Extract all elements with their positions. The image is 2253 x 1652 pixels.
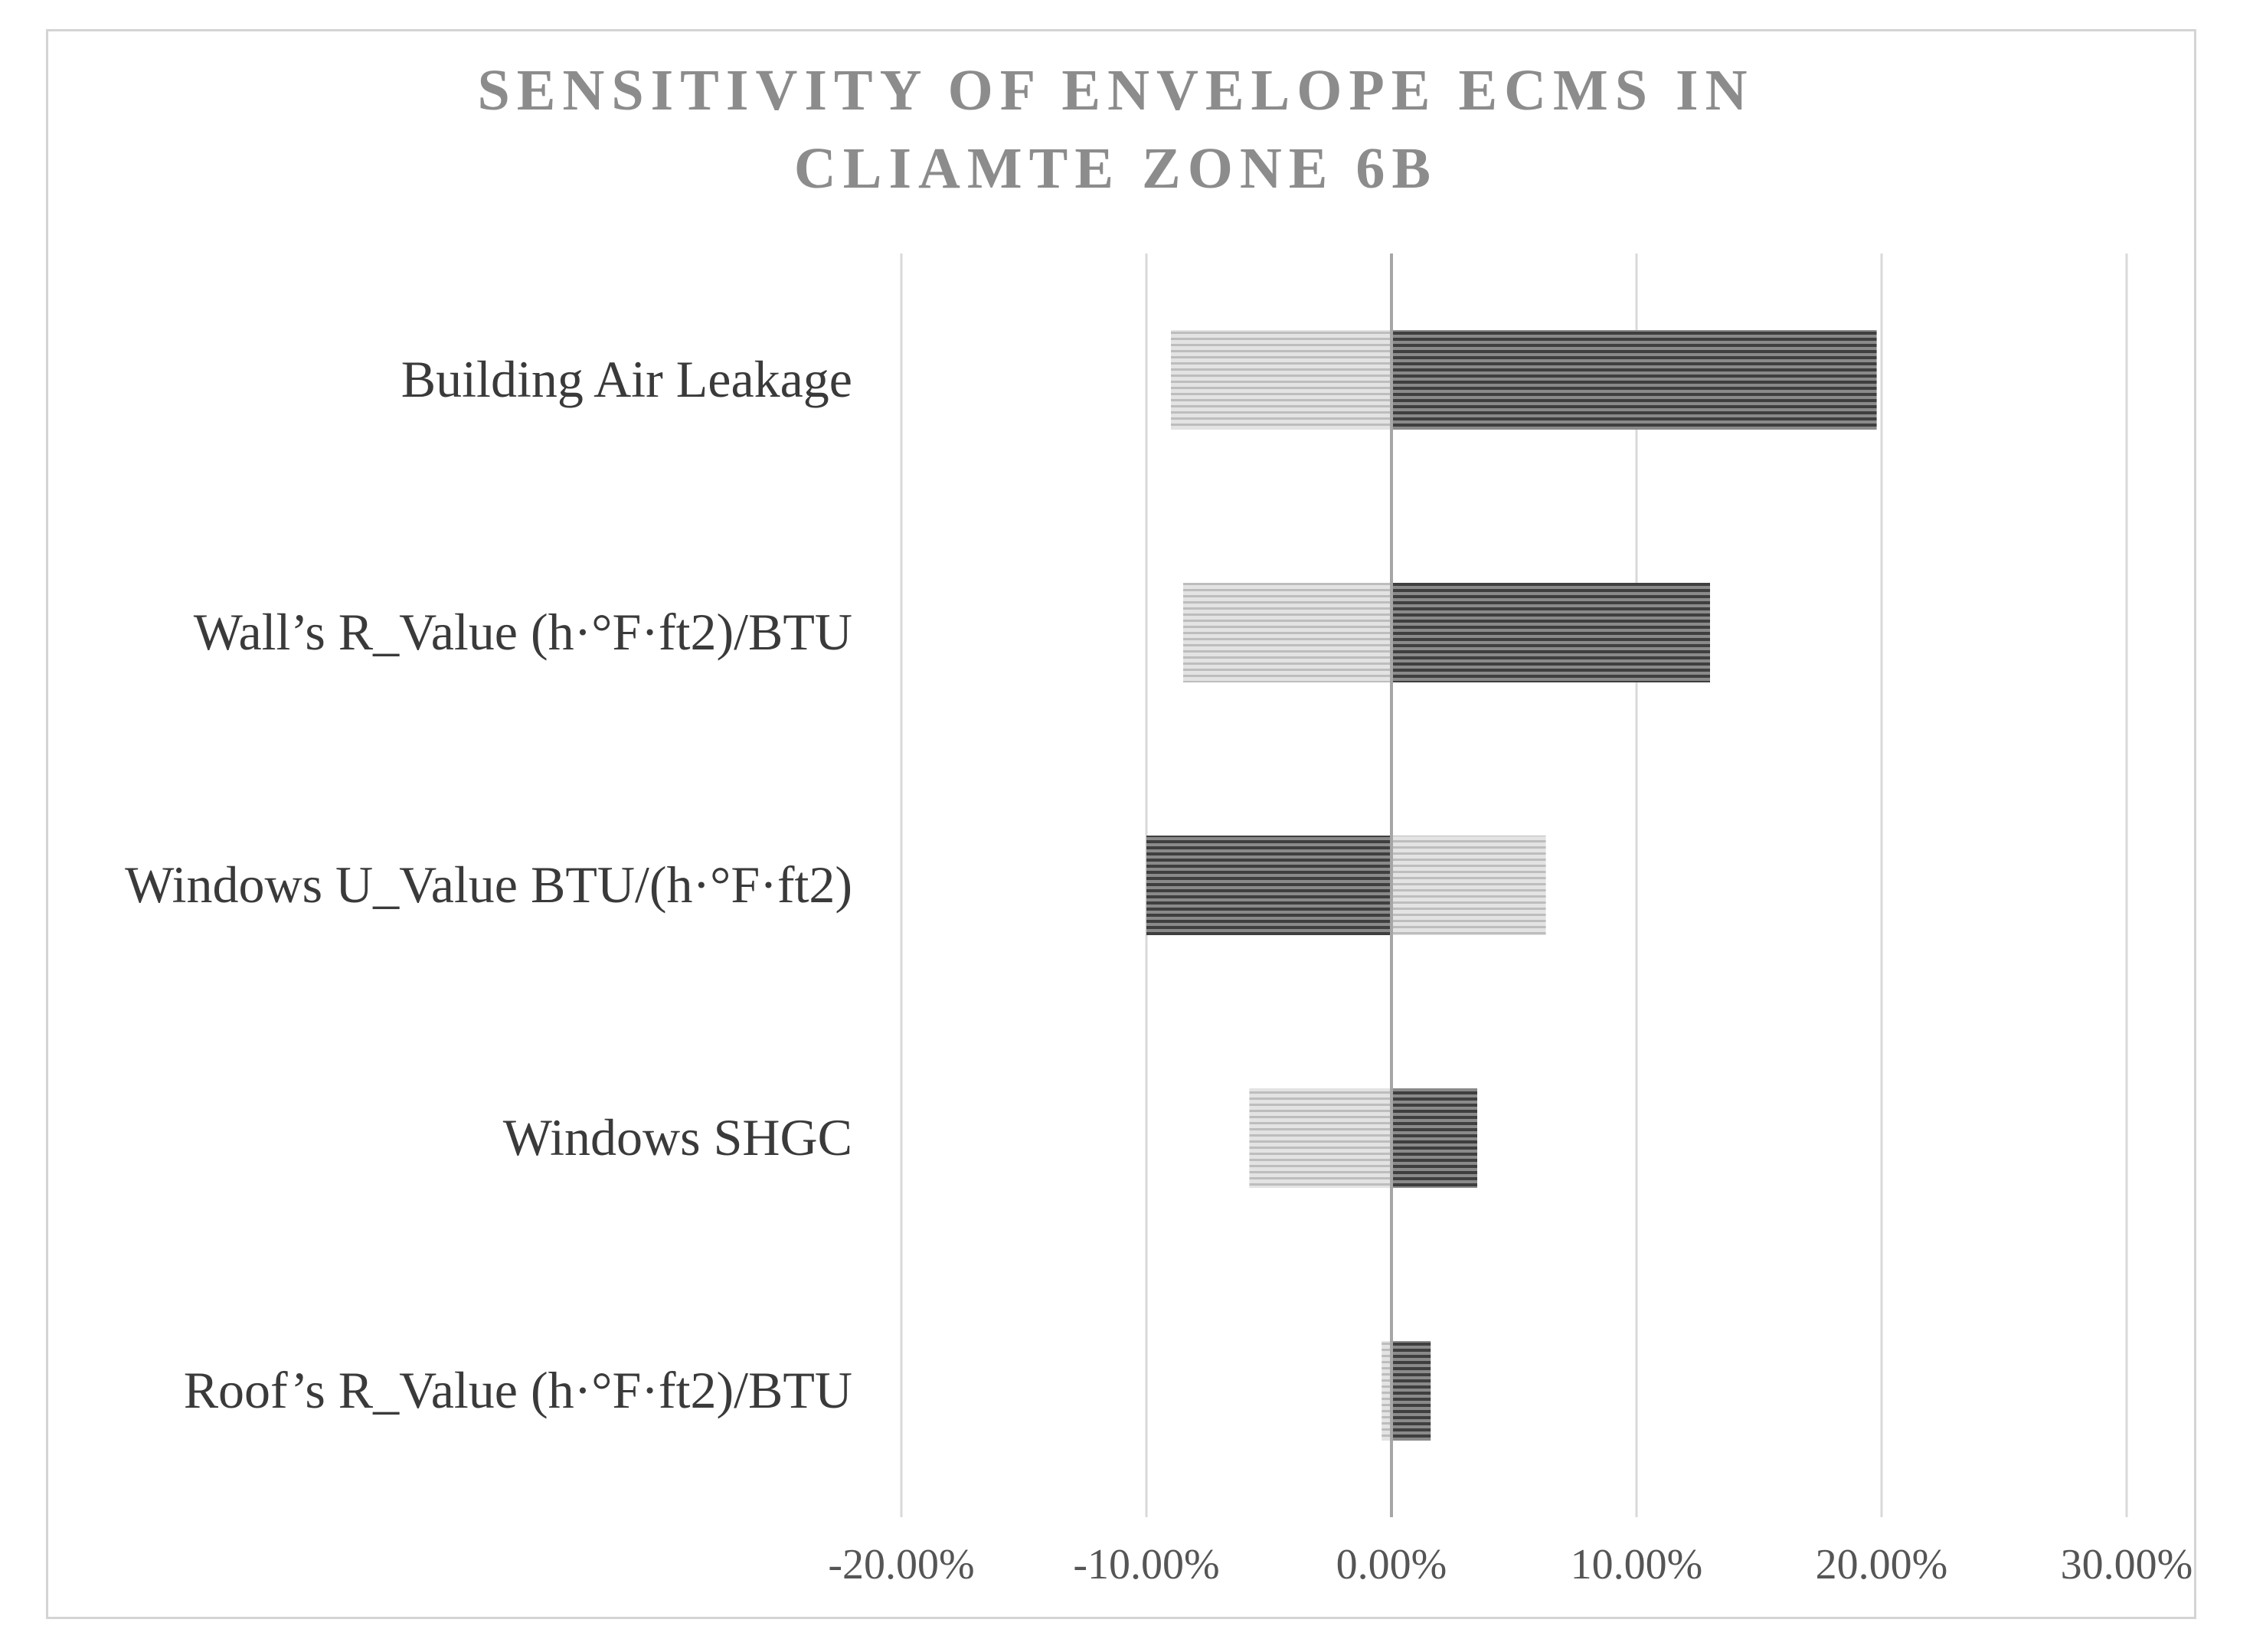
bar-light-0: [1171, 330, 1391, 430]
category-labels: Building Air Leakage Wall’s R_Value (h·°F…: [125, 350, 852, 1419]
bar-dark-4: [1391, 1341, 1431, 1441]
chart-title-line-1: SENSITIVITY OF ENVELOPE ECMS IN: [477, 58, 1754, 123]
chart-frame: SENSITIVITY OF ENVELOPE ECMS IN CLIAMTE …: [46, 29, 2196, 1619]
x-tick-label: -20.00%: [828, 1541, 974, 1588]
x-tick-label: 0.00%: [1336, 1541, 1447, 1588]
gridlines: [900, 254, 2128, 1517]
bar-light-3: [1249, 1088, 1391, 1188]
bar-light-2: [1391, 836, 1546, 935]
bar-light-1: [1183, 583, 1391, 682]
bar-dark-0: [1391, 330, 1877, 430]
bars: [1146, 330, 1877, 1441]
category-label: Building Air Leakage: [401, 350, 852, 408]
category-label: Windows SHGC: [503, 1108, 852, 1166]
x-tick-label: 10.00%: [1571, 1541, 1703, 1588]
bar-dark-3: [1391, 1088, 1477, 1188]
category-label: Wall’s R_Value (h·°F·ft2)/BTU: [194, 603, 852, 661]
x-tick-labels: -20.00% -10.00% 0.00% 10.00% 20.00% 30.00%: [828, 1541, 2193, 1588]
x-tick-label: -10.00%: [1073, 1541, 1219, 1588]
bar-dark-2: [1146, 836, 1391, 935]
bar-dark-1: [1391, 583, 1710, 682]
category-label: Roof’s R_Value (h·°F·ft2)/BTU: [184, 1361, 852, 1419]
bar-light-4: [1382, 1341, 1391, 1441]
x-tick-label: 20.00%: [1816, 1541, 1948, 1588]
chart-canvas: SENSITIVITY OF ENVELOPE ECMS IN CLIAMTE …: [125, 58, 2193, 1588]
x-tick-label: 30.00%: [2061, 1541, 2193, 1588]
chart-title-line-2: CLIAMTE ZONE 6B: [794, 136, 1437, 201]
category-label: Windows U_Value BTU/(h·°F·ft2): [125, 855, 852, 914]
